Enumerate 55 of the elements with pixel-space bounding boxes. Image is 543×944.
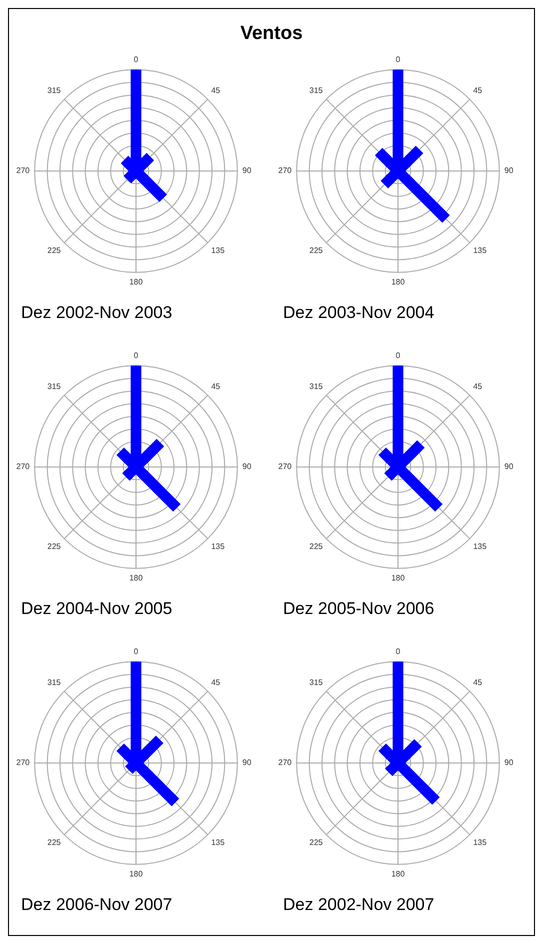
spoke-label: 90 — [242, 462, 252, 472]
text: Dez 2002-Nov 2007 — [283, 895, 436, 915]
spoke-label: 0 — [396, 55, 401, 64]
spoke-label: 0 — [134, 647, 139, 656]
spoke-label: 225 — [309, 246, 324, 256]
spoke-label: 45 — [473, 86, 483, 96]
spoke-label: 270 — [16, 462, 30, 472]
spoke-label: 315 — [47, 382, 62, 392]
spoke-label: 0 — [134, 55, 139, 64]
spoke-label: 315 — [309, 382, 324, 392]
spoke-label: 180 — [391, 277, 406, 286]
spoke-label: 45 — [211, 86, 221, 96]
text: Ventos — [239, 23, 304, 45]
spoke-label: 45 — [211, 678, 221, 688]
spoke-label: 90 — [504, 758, 514, 768]
spoke-label: 45 — [473, 382, 483, 392]
spoke-label: 90 — [242, 166, 252, 176]
spoke-label: 225 — [309, 542, 324, 552]
spoke-label: 0 — [396, 351, 401, 360]
spoke-label: 270 — [278, 166, 292, 176]
spoke-label: 225 — [47, 246, 62, 256]
spoke-label: 270 — [16, 758, 30, 768]
spoke-label: 180 — [129, 277, 144, 286]
spoke-label: 315 — [309, 86, 324, 96]
spoke-label: 180 — [129, 869, 144, 878]
spoke-label: 135 — [211, 542, 226, 552]
text: Dez 2003-Nov 2004 — [283, 303, 436, 323]
spoke-label: 45 — [211, 382, 221, 392]
text: Dez 2006-Nov 2007 — [21, 895, 174, 915]
text: Dez 2002-Nov 2003 — [21, 303, 174, 323]
spoke-label: 0 — [396, 647, 401, 656]
spoke-label: 90 — [242, 758, 252, 768]
spoke-label: 45 — [473, 678, 483, 688]
spoke-label: 180 — [391, 869, 406, 878]
spoke-label: 225 — [47, 542, 62, 552]
spoke-label: 180 — [391, 573, 406, 582]
spoke-label: 270 — [278, 758, 292, 768]
spoke-label: 90 — [504, 462, 514, 472]
spoke-label: 135 — [473, 246, 488, 256]
spoke-label: 135 — [211, 246, 226, 256]
spoke-label: 135 — [473, 542, 488, 552]
spoke-label: 90 — [504, 166, 514, 176]
spoke-label: 270 — [278, 462, 292, 472]
text: Dez 2004-Nov 2005 — [21, 599, 174, 619]
spoke-label: 225 — [47, 838, 62, 848]
text: Dez 2005-Nov 2006 — [283, 599, 436, 619]
spoke-label: 315 — [47, 678, 62, 688]
spoke-label: 315 — [309, 678, 324, 688]
spoke-label: 225 — [309, 838, 324, 848]
spoke-label: 135 — [211, 838, 226, 848]
spoke-label: 135 — [473, 838, 488, 848]
spoke-label: 270 — [16, 166, 30, 176]
spoke-label: 315 — [47, 86, 62, 96]
spoke-label: 180 — [129, 573, 144, 582]
spoke-label: 0 — [134, 351, 139, 360]
